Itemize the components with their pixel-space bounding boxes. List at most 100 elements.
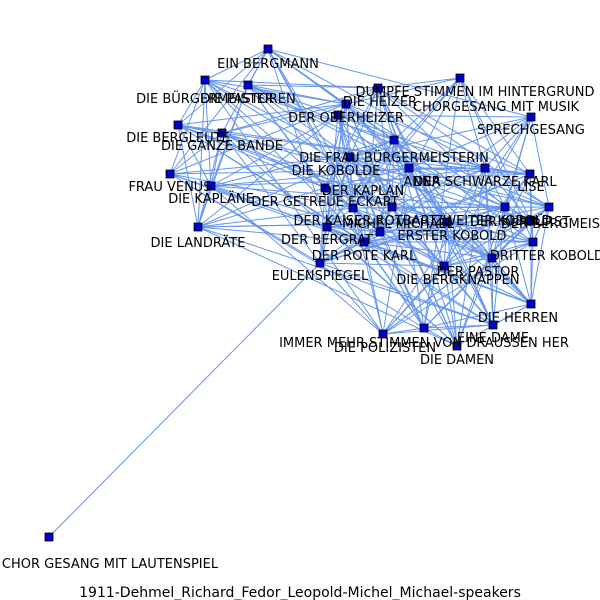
graph-edge	[204, 48, 269, 81]
graph-edge	[379, 231, 532, 305]
graph-edge	[197, 79, 206, 228]
graph-edge	[443, 257, 493, 267]
graph-edge	[484, 167, 506, 208]
graph-edge	[456, 206, 506, 347]
graph-edge	[197, 139, 395, 228]
graph-edge	[210, 167, 410, 187]
graph-node	[173, 120, 183, 130]
graph-edge	[349, 156, 410, 169]
node-label: DIE BÜRGERMEISTER	[136, 90, 274, 107]
graph-edge	[169, 103, 347, 175]
graph-edge	[530, 116, 550, 208]
node-label: SPRECHGESANG	[477, 123, 585, 138]
graph-edge	[491, 206, 550, 259]
node-label: ANNA	[403, 175, 440, 190]
graph-node	[526, 299, 536, 309]
graph-edge	[177, 79, 206, 126]
graph-edge	[345, 103, 532, 222]
node-label: DER SCHWARZE KARL	[413, 175, 557, 190]
graph-edge	[337, 114, 486, 169]
graph-edge	[247, 84, 339, 116]
graph-node	[348, 203, 358, 213]
graph-edge	[177, 124, 393, 208]
graph-edge	[459, 77, 486, 169]
graph-edge	[391, 206, 448, 223]
graph-edge	[319, 206, 393, 264]
graph-edge	[352, 207, 445, 267]
graph-edge	[382, 116, 532, 335]
graph-edge	[337, 114, 393, 208]
node-label: DUMPFE STIMMEN IM HINTERGRUND	[356, 85, 595, 100]
graph-edge	[177, 124, 212, 187]
graph-edge	[177, 124, 199, 228]
graph-edge	[459, 77, 531, 175]
graph-edge	[456, 257, 493, 347]
node-label: DIE PASTOREN	[200, 92, 296, 107]
graph-node	[373, 83, 383, 93]
graph-node	[206, 181, 216, 191]
graph-edge	[326, 226, 458, 347]
graph-edge	[456, 167, 486, 347]
graph-node	[320, 183, 330, 193]
node-label: DIE HERREN	[478, 311, 558, 326]
graph-node	[387, 202, 397, 212]
graph-edge	[247, 84, 379, 89]
node-layer	[44, 44, 554, 542]
graph-edge	[530, 206, 550, 305]
node-label: DER PASTOR	[437, 265, 520, 280]
graph-node	[404, 163, 414, 173]
graph-edge	[221, 132, 532, 222]
graph-node	[526, 112, 536, 122]
graph-edge	[530, 241, 534, 305]
graph-edge	[352, 207, 384, 335]
graph-node	[165, 169, 175, 179]
graph-edge	[319, 206, 506, 264]
graph-edge	[324, 167, 486, 189]
graph-edge	[379, 220, 532, 233]
graph-edge	[484, 116, 532, 169]
graph-edge	[393, 139, 448, 223]
graph-edge	[504, 173, 531, 208]
graph-node	[526, 216, 536, 226]
graph-edge	[382, 324, 494, 335]
node-label: EINE DAME	[457, 331, 529, 346]
graph-edge	[319, 167, 486, 264]
graph-edge	[532, 206, 550, 243]
graph-node	[439, 261, 449, 271]
graph-node	[419, 323, 429, 333]
graph-edge	[177, 124, 448, 223]
node-label: DRITTER KOBOLD	[490, 249, 600, 264]
graph-edge	[221, 103, 347, 134]
graph-edge	[349, 156, 458, 347]
node-label: CHOR GESANG MIT LAUTENSPIEL	[2, 557, 219, 572]
graph-edge	[326, 226, 494, 326]
graph-edge	[377, 87, 506, 208]
graph-node	[480, 163, 490, 173]
graph-node	[389, 135, 399, 145]
graph-edge	[326, 221, 448, 228]
graph-node	[442, 217, 452, 227]
graph-edge	[379, 167, 410, 233]
node-label: DER ROTE KARL	[312, 249, 417, 264]
graph-edge	[169, 132, 223, 175]
graph-node	[500, 202, 510, 212]
graph-node	[452, 341, 462, 351]
graph-edge	[363, 241, 425, 329]
graph-edge	[349, 116, 532, 158]
node-label: EULENSPIEGEL	[272, 269, 369, 284]
graph-edge	[423, 327, 458, 347]
graph-edge	[169, 173, 425, 329]
graph-edge	[382, 265, 445, 335]
graph-edge	[423, 324, 494, 329]
graph-edge	[221, 132, 393, 208]
graph-edge	[210, 173, 531, 187]
graph-edge	[459, 77, 534, 243]
graph-edge	[204, 79, 212, 187]
graph-node	[200, 75, 210, 85]
graph-edge	[484, 167, 531, 175]
graph-edge	[197, 132, 223, 228]
graph-edge	[324, 167, 410, 189]
